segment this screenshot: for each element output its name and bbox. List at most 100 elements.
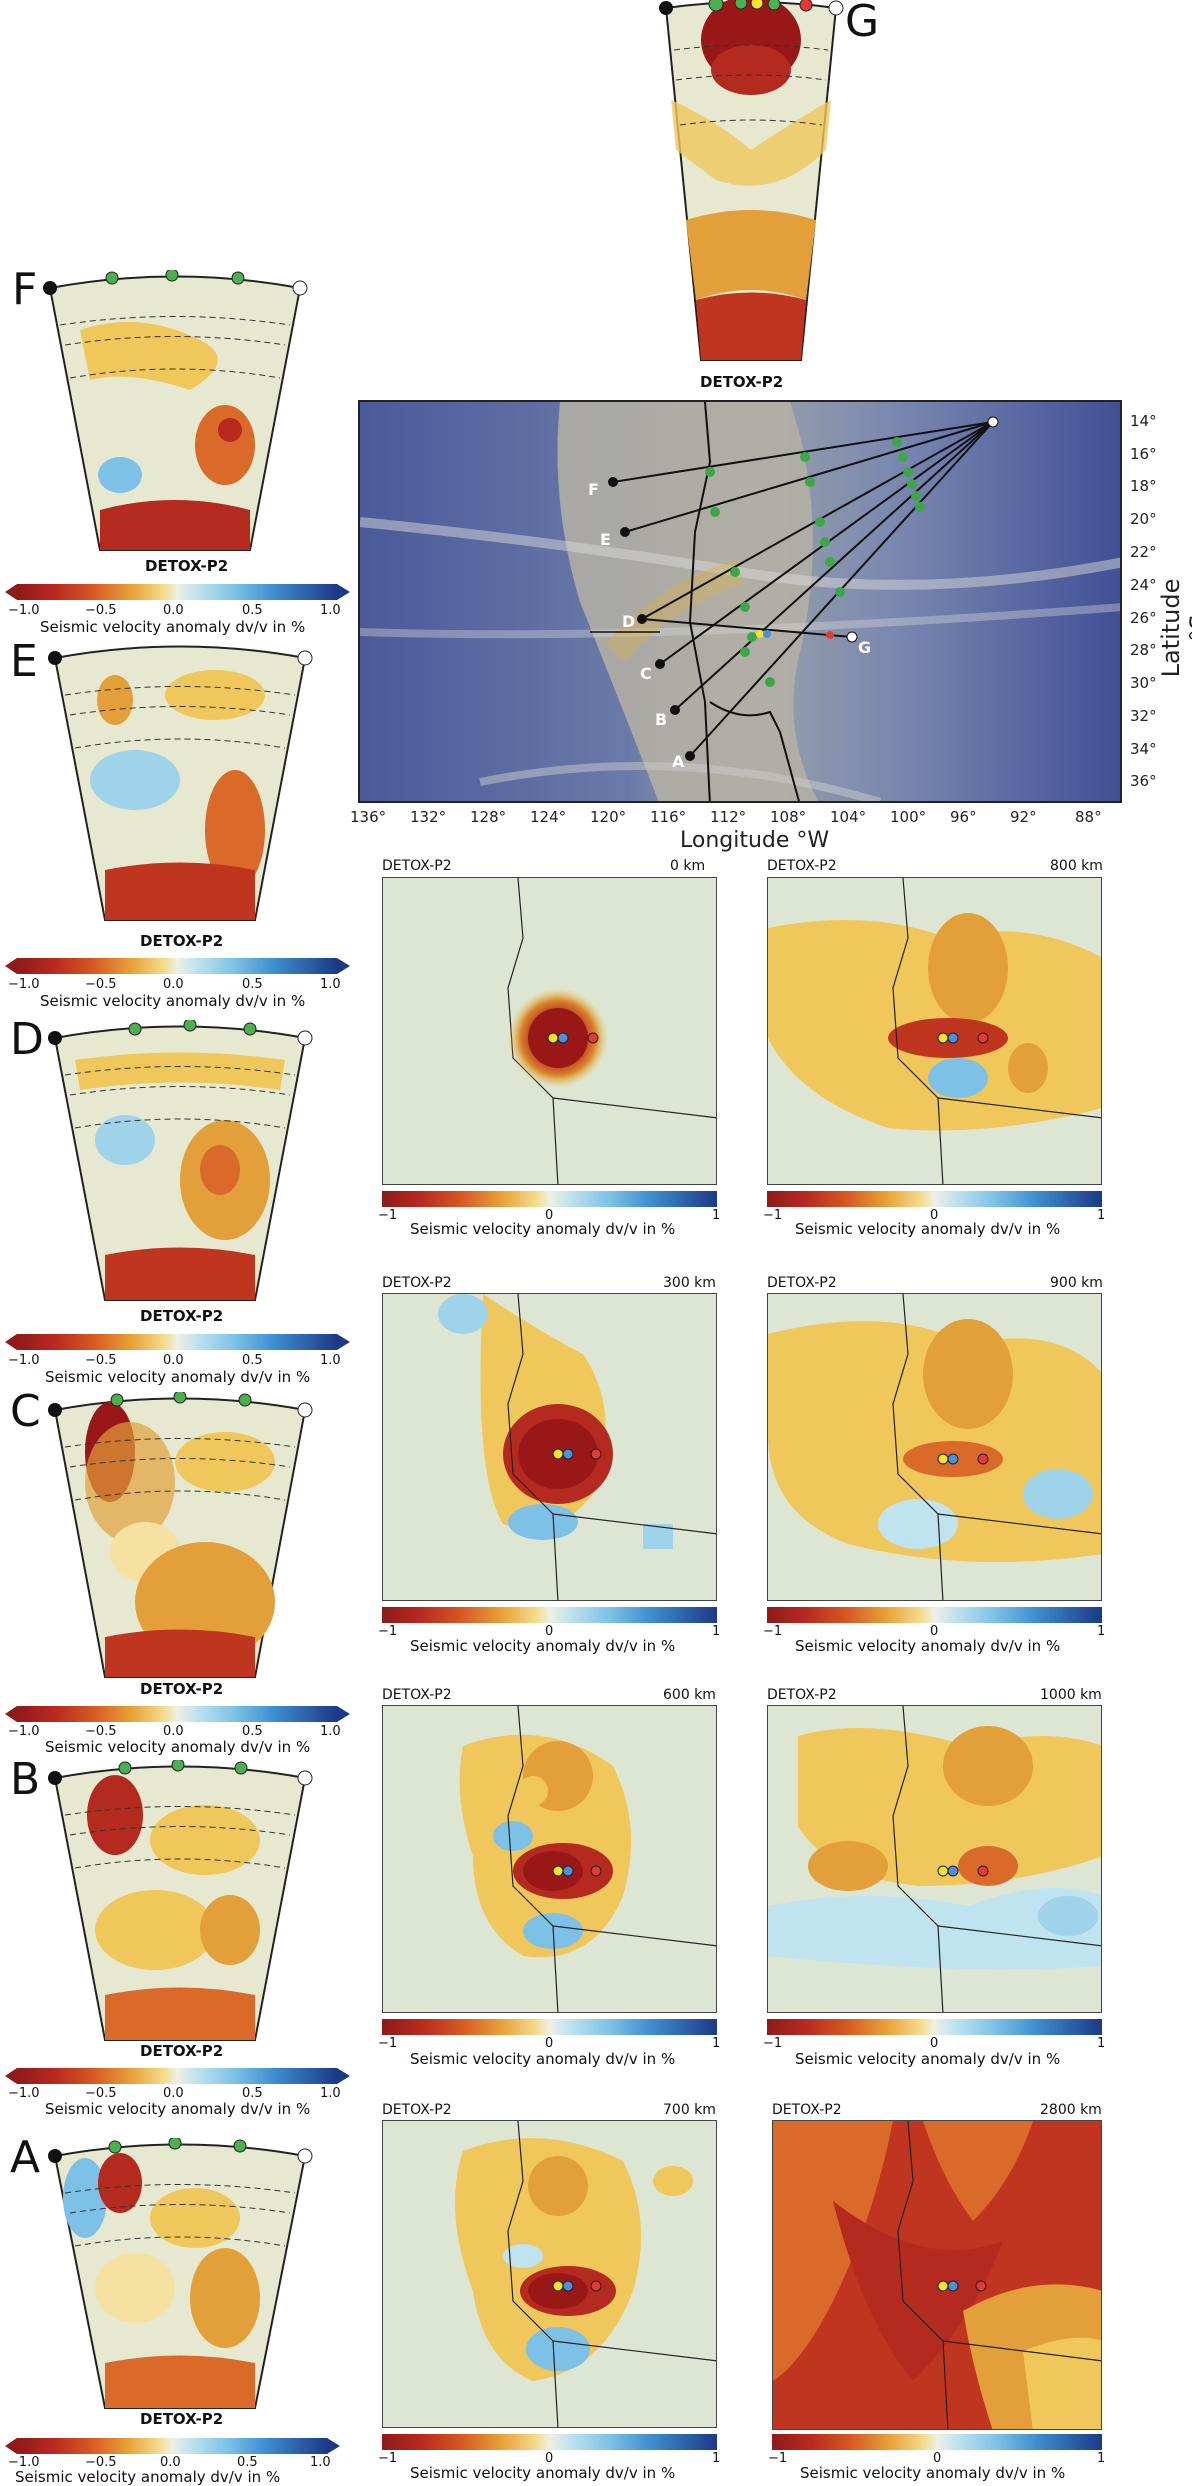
lat-tick-16: 16°	[1130, 445, 1157, 463]
depth-slice-0km	[382, 877, 717, 1185]
colorbar-e-tick-4: 0.5	[242, 977, 263, 992]
colorbar-c-label: Seismic velocity anomaly dv/v in %	[45, 1738, 311, 1756]
map-point-c: C	[640, 664, 652, 683]
colorbar-a-label: Seismic velocity anomaly dv/v in %	[15, 2468, 281, 2486]
colorbar-b-label: Seismic velocity anomaly dv/v in %	[45, 2100, 311, 2118]
colorbar-b-tick-4: 0.5	[242, 2086, 263, 2101]
lat-tick-26: 26°	[1130, 609, 1157, 627]
slice-6-depth: 700 km	[663, 2102, 716, 2118]
colorbar-f-tick-2: −0.5	[85, 603, 117, 618]
location-map: F E D C B A G	[358, 400, 1122, 803]
cross-section-b-model: DETOX-P2	[140, 2042, 224, 2060]
colorbar-a-tick-5: 1.0	[310, 2455, 331, 2470]
slice-0-colorbar-label: Seismic velocity anomaly dv/v in %	[410, 1220, 676, 1238]
map-point-e: E	[600, 530, 611, 549]
depth-slice-600km	[382, 1705, 717, 2013]
cross-section-g-model: DETOX-P2	[700, 373, 784, 391]
lat-tick-32: 32°	[1130, 707, 1157, 725]
slice-4-model: DETOX-P2	[382, 1687, 452, 1703]
depth-slice-2800km	[772, 2120, 1102, 2430]
depth-slice-800km	[767, 877, 1102, 1185]
colorbar-c-tick-3: 0.0	[163, 1724, 184, 1739]
slice-1-tick-mid: 0	[930, 1208, 939, 1223]
slice-6-tick-mid: 0	[545, 2451, 554, 2466]
colorbar-c-tick-5: 1.0	[320, 1724, 341, 1739]
slice-4-colorbar	[382, 2019, 717, 2035]
cross-section-g	[659, 0, 844, 361]
section-letter-c: C	[10, 1386, 41, 1437]
lat-tick-28: 28°	[1130, 641, 1157, 659]
slice-5-colorbar-label: Seismic velocity anomaly dv/v in %	[795, 2050, 1061, 2068]
lat-tick-34: 34°	[1130, 740, 1157, 758]
cross-section-a	[48, 2138, 313, 2409]
slice-2-colorbar-label: Seismic velocity anomaly dv/v in %	[410, 1637, 676, 1655]
slice-2-tick-mid: 0	[545, 1624, 554, 1639]
slice-5-model: DETOX-P2	[767, 1687, 837, 1703]
section-letter-d: D	[10, 1014, 44, 1065]
slice-4-depth: 600 km	[663, 1687, 716, 1703]
lon-tick-136: 136°	[350, 808, 387, 826]
slice-7-tick-mid: 0	[933, 2451, 942, 2466]
map-point-d: D	[622, 612, 636, 631]
slice-0-tick-min: −1	[378, 1208, 398, 1223]
slice-0-colorbar	[382, 1191, 717, 1207]
slice-5-depth: 1000 km	[1040, 1687, 1102, 1703]
slice-0-tick-max: 1	[712, 1208, 721, 1223]
colorbar-a-tick-3: 0.0	[160, 2455, 181, 2470]
slice-4-tick-max: 1	[712, 2036, 721, 2051]
colorbar-e	[5, 958, 350, 974]
colorbar-e-tick-5: 1.0	[320, 977, 341, 992]
colorbar-c-tick-4: 0.5	[242, 1724, 263, 1739]
colorbar-e-tick-2: −0.5	[85, 977, 117, 992]
slice-1-depth: 800 km	[1050, 858, 1103, 874]
cross-section-d	[48, 1020, 313, 1301]
colorbar-a-tick-2: −0.5	[85, 2455, 117, 2470]
lat-tick-18: 18°	[1130, 477, 1157, 495]
colorbar-d-tick-4: 0.5	[242, 1353, 263, 1368]
lat-tick-20: 20°	[1130, 510, 1157, 528]
colorbar-b	[5, 2068, 350, 2084]
cross-section-e	[48, 645, 313, 921]
lon-tick-124: 124°	[530, 808, 567, 826]
slice-2-tick-min: −1	[378, 1624, 398, 1639]
cross-section-b	[48, 1760, 313, 2041]
lon-tick-128: 128°	[470, 808, 507, 826]
slice-1-colorbar	[767, 1191, 1102, 1207]
colorbar-d-tick-1: −1.0	[8, 1353, 40, 1368]
slice-0-tick-mid: 0	[545, 1208, 554, 1223]
colorbar-a	[5, 2438, 340, 2454]
depth-slice-700km	[382, 2120, 717, 2428]
colorbar-d-tick-5: 1.0	[320, 1353, 341, 1368]
slice-6-tick-max: 1	[712, 2451, 721, 2466]
colorbar-d	[5, 1334, 350, 1350]
colorbar-b-tick-3: 0.0	[163, 2086, 184, 2101]
map-point-b: B	[655, 710, 668, 729]
slice-1-tick-min: −1	[763, 1208, 783, 1223]
slice-3-depth: 900 km	[1050, 1275, 1103, 1291]
colorbar-a-tick-4: 0.5	[237, 2455, 258, 2470]
lon-tick-92: 92°	[1010, 808, 1037, 826]
slice-5-tick-min: −1	[763, 2036, 783, 2051]
lon-tick-104: 104°	[830, 808, 867, 826]
colorbar-b-tick-1: −1.0	[8, 2086, 40, 2101]
lat-tick-36: 36°	[1130, 772, 1157, 790]
lon-tick-116: 116°	[650, 808, 687, 826]
colorbar-c	[5, 1706, 350, 1722]
map-point-a: A	[672, 752, 685, 771]
slice-6-colorbar-label: Seismic velocity anomaly dv/v in %	[410, 2464, 676, 2482]
slice-6-model: DETOX-P2	[382, 2102, 452, 2118]
cross-section-d-model: DETOX-P2	[140, 1307, 224, 1325]
colorbar-c-tick-2: −0.5	[85, 1724, 117, 1739]
lon-tick-100: 100°	[890, 808, 927, 826]
colorbar-d-tick-2: −0.5	[85, 1353, 117, 1368]
depth-slice-1000km	[767, 1705, 1102, 2013]
slice-7-model: DETOX-P2	[772, 2102, 842, 2118]
colorbar-d-label: Seismic velocity anomaly dv/v in %	[45, 1368, 311, 1386]
map-canvas	[360, 402, 1120, 801]
lat-tick-24: 24°	[1130, 576, 1157, 594]
cross-section-c	[48, 1392, 313, 1678]
section-letter-g: G	[845, 0, 880, 47]
slice-3-tick-max: 1	[1097, 1624, 1106, 1639]
colorbar-f-tick-1: −1.0	[8, 603, 40, 618]
slice-5-tick-max: 1	[1097, 2036, 1106, 2051]
